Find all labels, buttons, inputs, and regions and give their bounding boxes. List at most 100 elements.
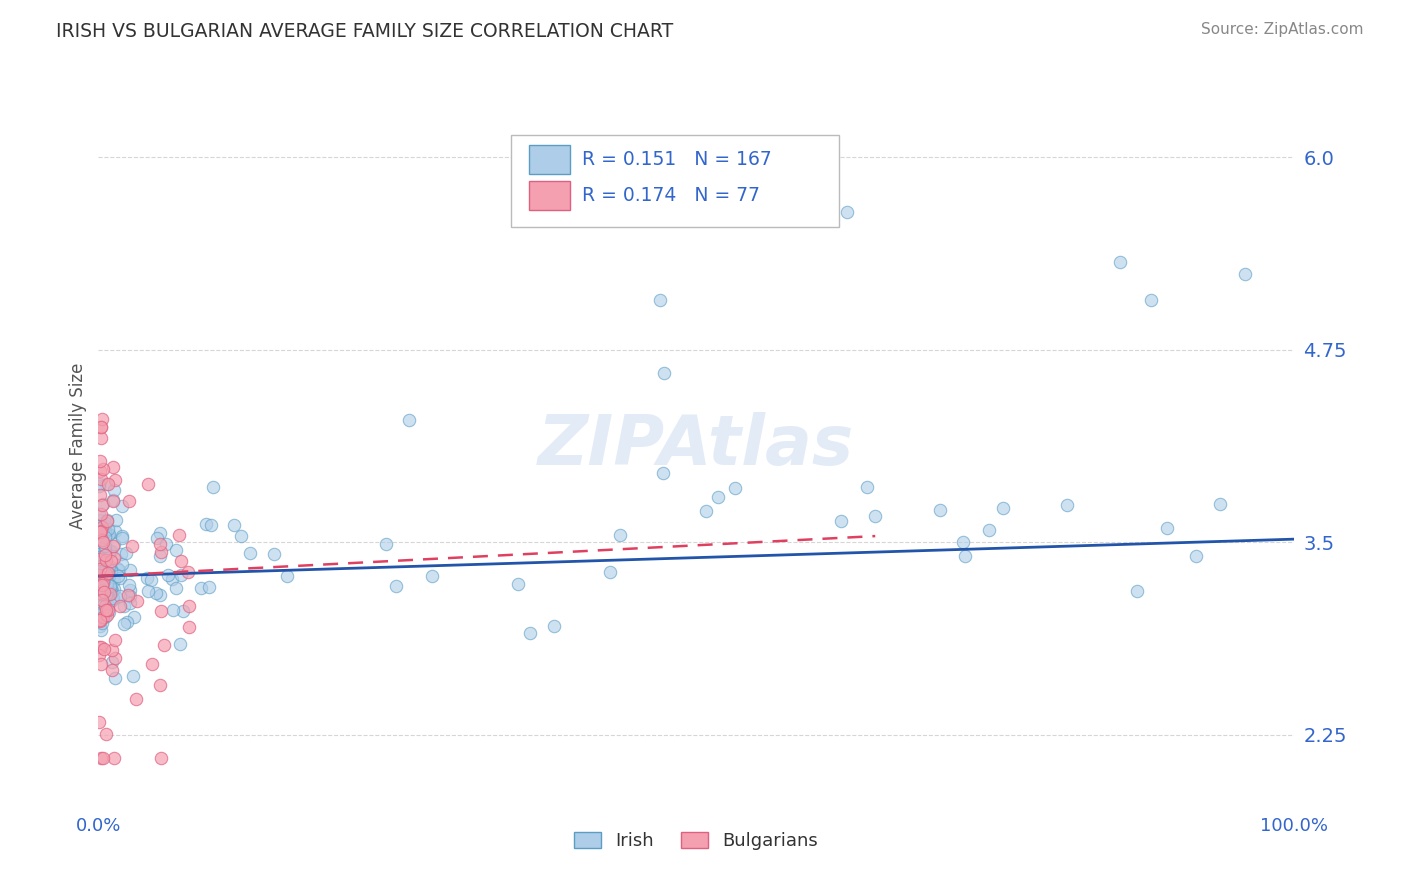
Point [104, 672, 127, 686]
Point [724, 481, 747, 495]
Point [1184, 549, 1206, 564]
Point [100, 554, 122, 568]
Point [89, 513, 111, 527]
Point [108, 563, 131, 577]
Point [103, 483, 125, 497]
Point [87, 568, 110, 582]
Legend: Irish, Bulgarians: Irish, Bulgarians [567, 825, 825, 857]
Point [118, 494, 141, 508]
Point [1156, 521, 1178, 535]
Point [100, 655, 122, 669]
Point [89, 608, 111, 623]
Point [93, 604, 115, 618]
Point [91, 598, 114, 612]
Point [90, 623, 112, 637]
Point [93, 572, 115, 586]
Point [149, 537, 172, 551]
Point [87, 477, 110, 491]
Point [108, 571, 131, 585]
Text: R = 0.174   N = 77: R = 0.174 N = 77 [582, 186, 761, 205]
Point [91, 461, 114, 475]
Point [650, 293, 672, 308]
Point [94, 539, 117, 553]
Point [110, 599, 132, 613]
Point [97, 527, 120, 541]
Point [91, 593, 114, 607]
Point [96, 580, 118, 594]
Point [162, 603, 184, 617]
Point [94, 524, 117, 539]
Point [101, 585, 124, 599]
Point [90, 419, 112, 434]
Point [94, 582, 117, 596]
Point [90, 432, 112, 446]
Point [91, 569, 114, 583]
Point [94, 556, 117, 570]
Point [200, 517, 222, 532]
Point [112, 616, 135, 631]
Point [104, 651, 127, 665]
Point [94, 609, 117, 624]
Point [374, 537, 396, 551]
Point [91, 520, 114, 534]
Point [96, 514, 118, 528]
Point [91, 541, 114, 555]
Point [90, 559, 112, 574]
Point [90, 640, 112, 654]
Point [120, 596, 142, 610]
Point [1233, 267, 1256, 281]
Point [89, 648, 111, 663]
Point [97, 566, 120, 581]
Point [118, 589, 141, 603]
Point [89, 613, 111, 627]
Text: IRISH VS BULGARIAN AVERAGE FAMILY SIZE CORRELATION CHART: IRISH VS BULGARIAN AVERAGE FAMILY SIZE C… [56, 22, 673, 41]
Point [118, 582, 141, 597]
Point [97, 523, 120, 537]
Point [89, 464, 111, 478]
Point [115, 546, 138, 560]
Point [87, 585, 110, 599]
Point [103, 751, 125, 765]
Point [90, 472, 112, 486]
Point [90, 566, 112, 581]
Point [87, 535, 110, 549]
Point [148, 678, 170, 692]
Point [112, 599, 135, 613]
Point [101, 494, 124, 508]
Point [100, 563, 122, 577]
Point [100, 586, 122, 600]
Point [695, 503, 717, 517]
Point [96, 575, 118, 590]
Point [104, 591, 127, 605]
Bar [529, 145, 571, 174]
Point [177, 620, 200, 634]
Point [929, 503, 952, 517]
Point [122, 609, 145, 624]
Point [94, 727, 117, 741]
Point [90, 553, 112, 567]
Point [599, 565, 621, 579]
Point [89, 573, 111, 587]
Point [156, 568, 179, 582]
Point [94, 529, 117, 543]
Point [91, 616, 114, 631]
Point [149, 604, 172, 618]
Y-axis label: Average Family Size: Average Family Size [69, 363, 87, 529]
Point [263, 547, 285, 561]
Point [91, 610, 114, 624]
Point [141, 574, 163, 588]
Point [177, 599, 200, 613]
Point [96, 589, 118, 603]
Point [100, 585, 122, 599]
Point [103, 573, 125, 587]
Point [136, 571, 159, 585]
Point [97, 528, 120, 542]
Point [110, 589, 132, 603]
Point [609, 528, 631, 542]
Point [103, 539, 125, 553]
Text: R = 0.151   N = 167: R = 0.151 N = 167 [582, 150, 772, 169]
Point [90, 419, 112, 434]
Point [101, 583, 124, 598]
Point [103, 536, 125, 550]
Point [100, 593, 122, 607]
